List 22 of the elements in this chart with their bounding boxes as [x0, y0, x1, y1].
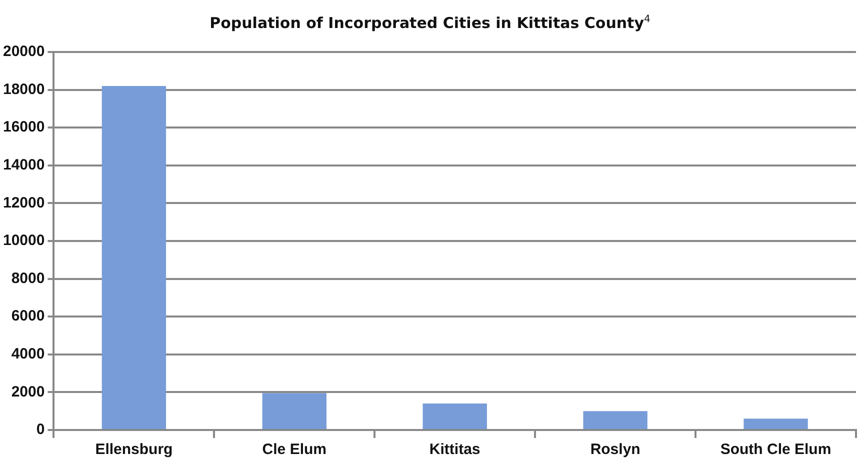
bar — [262, 393, 326, 429]
bar — [422, 404, 487, 429]
y-tick-label: 12000 — [2, 194, 45, 212]
y-tick-label: 4000 — [11, 346, 45, 363]
x-tick-label: Ellensburg — [95, 441, 173, 458]
x-tick-label: South Cle Elum — [720, 441, 832, 458]
y-tick-label: 20000 — [2, 43, 45, 60]
x-tick-label: Kittitas — [429, 441, 480, 458]
y-tick-label: 2000 — [11, 383, 45, 400]
y-tick-label: 6000 — [11, 308, 45, 325]
bar — [744, 418, 808, 429]
x-tick-label: Roslyn — [590, 441, 640, 458]
bar — [583, 411, 648, 429]
y-tick-label: 14000 — [2, 156, 45, 174]
y-tick-label: 0 — [36, 421, 45, 438]
y-tick-label: 18000 — [2, 80, 45, 98]
bar — [102, 86, 166, 429]
y-tick-label: 10000 — [2, 232, 45, 250]
x-tick-label: Cle Elum — [262, 441, 326, 458]
y-tick-label: 16000 — [2, 118, 45, 136]
y-tick-label: 8000 — [11, 270, 45, 287]
chart-title: Population of Incorporated Cities in Kittitas County$^{4}$ — [208, 14, 652, 32]
